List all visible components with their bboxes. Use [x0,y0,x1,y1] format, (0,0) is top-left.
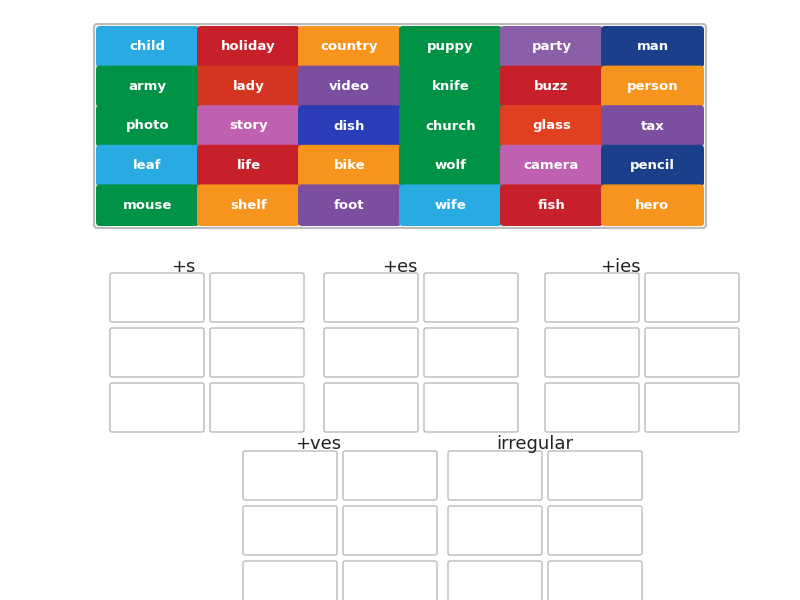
FancyBboxPatch shape [424,383,518,432]
FancyBboxPatch shape [197,184,300,226]
FancyBboxPatch shape [343,451,437,500]
Text: lady: lady [233,80,264,93]
FancyBboxPatch shape [424,273,518,322]
FancyBboxPatch shape [545,383,639,432]
Text: +ves: +ves [295,435,341,453]
Text: video: video [329,80,370,93]
FancyBboxPatch shape [243,451,337,500]
FancyBboxPatch shape [210,328,304,377]
FancyBboxPatch shape [324,383,418,432]
FancyBboxPatch shape [110,273,204,322]
FancyBboxPatch shape [601,184,704,226]
Text: church: church [425,119,476,133]
FancyBboxPatch shape [197,145,300,187]
FancyBboxPatch shape [424,328,518,377]
Text: leaf: leaf [134,159,162,172]
Text: shelf: shelf [230,199,267,212]
Text: camera: camera [524,159,579,172]
FancyBboxPatch shape [197,65,300,107]
FancyBboxPatch shape [399,145,502,187]
FancyBboxPatch shape [343,561,437,600]
FancyBboxPatch shape [324,328,418,377]
Text: party: party [531,40,571,53]
FancyBboxPatch shape [545,328,639,377]
FancyBboxPatch shape [601,65,704,107]
FancyBboxPatch shape [645,383,739,432]
FancyBboxPatch shape [96,65,199,107]
Text: life: life [237,159,261,172]
FancyBboxPatch shape [601,105,704,147]
Text: hero: hero [635,199,670,212]
FancyBboxPatch shape [243,506,337,555]
FancyBboxPatch shape [448,506,542,555]
FancyBboxPatch shape [298,65,401,107]
FancyBboxPatch shape [110,383,204,432]
FancyBboxPatch shape [96,26,199,68]
Text: foot: foot [334,199,365,212]
FancyBboxPatch shape [110,328,204,377]
Text: mouse: mouse [123,199,172,212]
FancyBboxPatch shape [500,26,603,68]
FancyBboxPatch shape [243,561,337,600]
Text: glass: glass [532,119,571,133]
Text: story: story [229,119,268,133]
FancyBboxPatch shape [500,145,603,187]
Text: bike: bike [334,159,366,172]
FancyBboxPatch shape [343,506,437,555]
Text: irregular: irregular [497,435,574,453]
Text: +s: +s [171,258,195,276]
FancyBboxPatch shape [548,451,642,500]
Text: wife: wife [434,199,466,212]
FancyBboxPatch shape [210,383,304,432]
Text: dish: dish [334,119,365,133]
FancyBboxPatch shape [448,561,542,600]
Text: person: person [626,80,678,93]
Text: photo: photo [126,119,170,133]
FancyBboxPatch shape [399,26,502,68]
FancyBboxPatch shape [94,24,706,228]
Text: country: country [321,40,378,53]
FancyBboxPatch shape [448,451,542,500]
FancyBboxPatch shape [548,506,642,555]
FancyBboxPatch shape [500,105,603,147]
Text: +es: +es [382,258,418,276]
FancyBboxPatch shape [500,184,603,226]
Text: tax: tax [641,119,664,133]
FancyBboxPatch shape [324,273,418,322]
FancyBboxPatch shape [500,65,603,107]
FancyBboxPatch shape [399,65,502,107]
Text: holiday: holiday [221,40,276,53]
Text: knife: knife [432,80,470,93]
Text: pencil: pencil [630,159,675,172]
FancyBboxPatch shape [197,105,300,147]
Text: wolf: wolf [434,159,466,172]
FancyBboxPatch shape [96,184,199,226]
Text: buzz: buzz [534,80,569,93]
FancyBboxPatch shape [298,184,401,226]
Text: puppy: puppy [427,40,474,53]
FancyBboxPatch shape [399,184,502,226]
Text: fish: fish [538,199,566,212]
Text: army: army [129,80,166,93]
FancyBboxPatch shape [645,273,739,322]
Text: man: man [637,40,669,53]
FancyBboxPatch shape [298,26,401,68]
Text: +ies: +ies [600,258,640,276]
FancyBboxPatch shape [298,105,401,147]
FancyBboxPatch shape [545,273,639,322]
FancyBboxPatch shape [645,328,739,377]
FancyBboxPatch shape [399,105,502,147]
FancyBboxPatch shape [197,26,300,68]
FancyBboxPatch shape [298,145,401,187]
FancyBboxPatch shape [96,145,199,187]
FancyBboxPatch shape [210,273,304,322]
FancyBboxPatch shape [601,145,704,187]
FancyBboxPatch shape [548,561,642,600]
FancyBboxPatch shape [601,26,704,68]
FancyBboxPatch shape [96,105,199,147]
Text: child: child [130,40,166,53]
